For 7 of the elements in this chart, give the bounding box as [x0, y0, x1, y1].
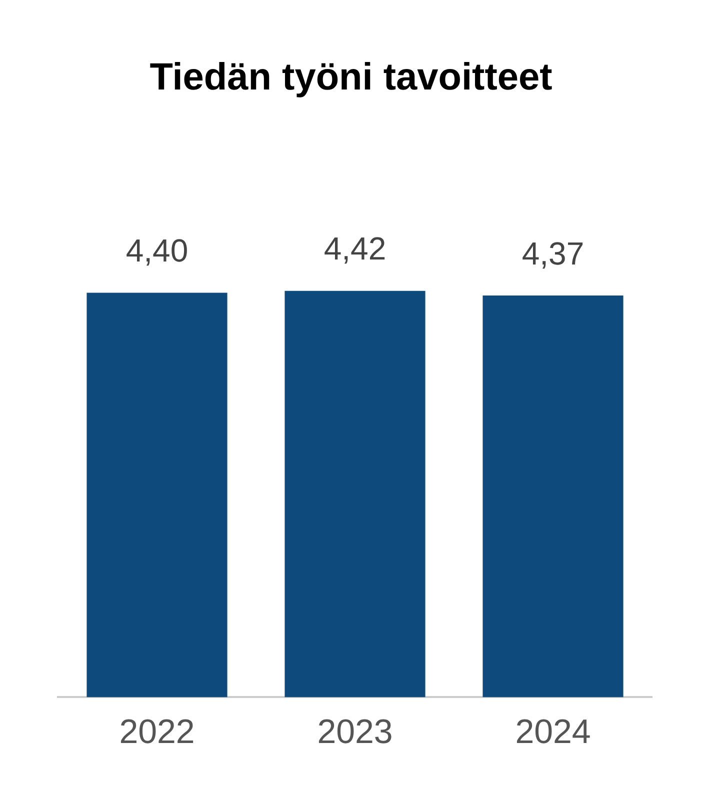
x-tick-label: 2024: [515, 712, 591, 751]
chart-title: Tiedän työni tavoitteet: [150, 56, 553, 98]
data-label: 4,37: [522, 235, 584, 272]
data-label: 4,40: [126, 232, 188, 269]
data-label: 4,42: [324, 230, 386, 267]
x-tick-label: 2022: [119, 712, 195, 751]
x-tick-label: 2023: [317, 712, 393, 751]
